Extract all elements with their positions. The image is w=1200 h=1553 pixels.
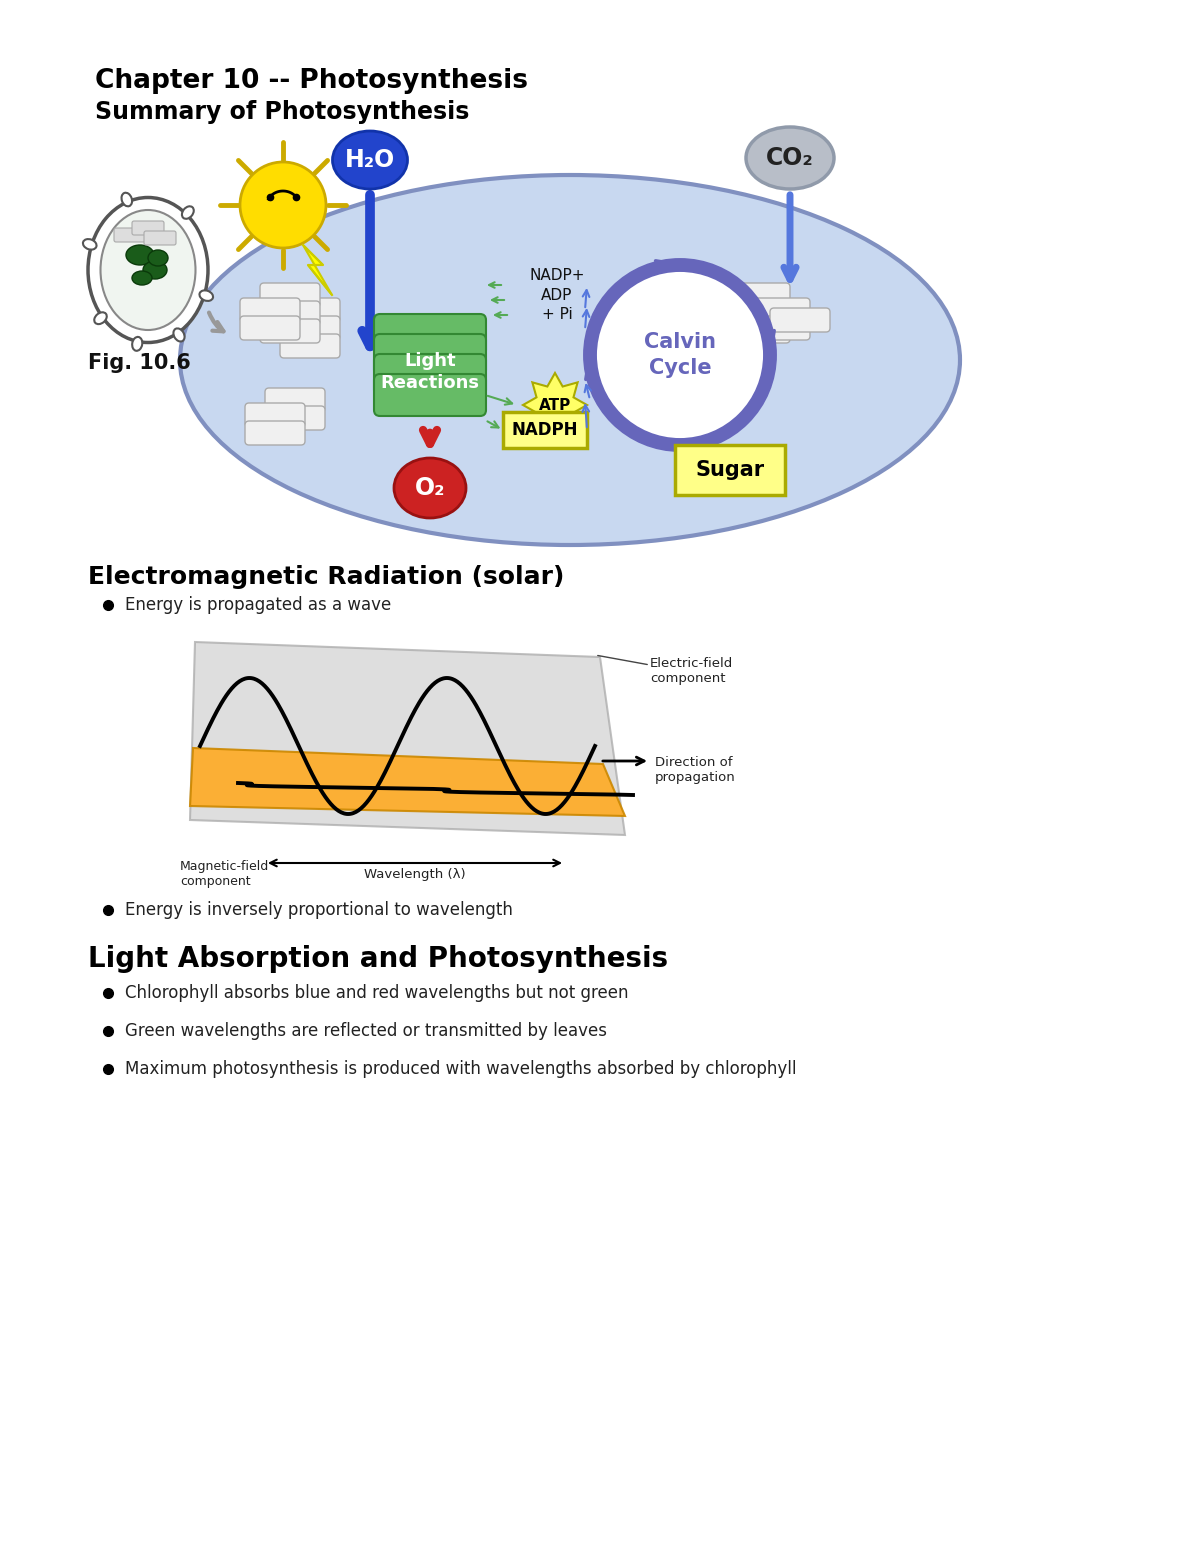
Text: Energy is propagated as a wave: Energy is propagated as a wave [125, 596, 391, 613]
FancyBboxPatch shape [503, 412, 587, 447]
Text: Direction of
propagation: Direction of propagation [655, 756, 736, 784]
FancyBboxPatch shape [374, 374, 486, 416]
Text: NADP+
ADP
+ Pi: NADP+ ADP + Pi [529, 267, 584, 323]
Ellipse shape [132, 272, 152, 286]
FancyBboxPatch shape [770, 307, 830, 332]
FancyBboxPatch shape [245, 402, 305, 427]
FancyBboxPatch shape [260, 318, 320, 343]
Text: NADPH: NADPH [511, 421, 578, 439]
FancyBboxPatch shape [280, 298, 340, 321]
Circle shape [598, 273, 762, 436]
FancyBboxPatch shape [730, 283, 790, 307]
Text: Green wavelengths are reflected or transmitted by leaves: Green wavelengths are reflected or trans… [125, 1022, 607, 1041]
Text: Chapter 10 -- Photosynthesis: Chapter 10 -- Photosynthesis [95, 68, 528, 95]
Text: Sugar: Sugar [696, 460, 764, 480]
Ellipse shape [332, 130, 408, 189]
Ellipse shape [95, 312, 107, 325]
Text: Summary of Photosynthesis: Summary of Photosynthesis [95, 99, 469, 124]
Text: Light
Reactions: Light Reactions [380, 353, 480, 391]
Ellipse shape [132, 337, 143, 351]
FancyBboxPatch shape [114, 228, 146, 242]
Text: ATP: ATP [539, 398, 571, 413]
Text: Fig. 10.6: Fig. 10.6 [88, 353, 191, 373]
FancyBboxPatch shape [144, 231, 176, 245]
Ellipse shape [199, 290, 214, 301]
FancyBboxPatch shape [265, 405, 325, 430]
Ellipse shape [746, 127, 834, 189]
FancyBboxPatch shape [132, 221, 164, 235]
FancyBboxPatch shape [260, 283, 320, 307]
Text: Energy is inversely proportional to wavelength: Energy is inversely proportional to wave… [125, 901, 512, 919]
FancyBboxPatch shape [730, 318, 790, 343]
Ellipse shape [394, 458, 466, 519]
Ellipse shape [143, 261, 167, 280]
Ellipse shape [174, 328, 185, 342]
Polygon shape [190, 641, 625, 836]
Circle shape [590, 266, 770, 446]
FancyBboxPatch shape [245, 421, 305, 446]
Ellipse shape [83, 239, 96, 250]
FancyBboxPatch shape [280, 334, 340, 359]
Text: Wavelength (λ): Wavelength (λ) [364, 868, 466, 881]
FancyBboxPatch shape [240, 315, 300, 340]
Text: Chlorophyll absorbs blue and red wavelengths but not green: Chlorophyll absorbs blue and red wavelen… [125, 985, 629, 1002]
Ellipse shape [180, 175, 960, 545]
FancyBboxPatch shape [374, 354, 486, 396]
Ellipse shape [101, 210, 196, 329]
FancyBboxPatch shape [750, 315, 810, 340]
Ellipse shape [121, 193, 132, 207]
FancyBboxPatch shape [265, 388, 325, 412]
Ellipse shape [148, 250, 168, 266]
Text: O₂: O₂ [415, 477, 445, 500]
FancyBboxPatch shape [374, 314, 486, 356]
FancyBboxPatch shape [674, 446, 785, 495]
Text: CO₂: CO₂ [766, 146, 814, 169]
Text: Maximum photosynthesis is produced with wavelengths absorbed by chlorophyll: Maximum photosynthesis is produced with … [125, 1061, 797, 1078]
Text: Magnetic-field
component: Magnetic-field component [180, 860, 269, 888]
Ellipse shape [88, 197, 208, 343]
Text: H₂O: H₂O [344, 148, 395, 172]
Text: Electric-field
component: Electric-field component [650, 657, 733, 685]
FancyBboxPatch shape [280, 315, 340, 340]
FancyBboxPatch shape [240, 298, 300, 321]
Text: Electromagnetic Radiation (solar): Electromagnetic Radiation (solar) [88, 565, 564, 589]
Text: Calvin
Cycle: Calvin Cycle [644, 332, 716, 379]
FancyBboxPatch shape [750, 298, 810, 321]
Polygon shape [190, 749, 625, 815]
Ellipse shape [182, 207, 193, 219]
Polygon shape [302, 245, 332, 295]
FancyBboxPatch shape [260, 301, 320, 325]
Circle shape [240, 162, 326, 248]
Text: Light Absorption and Photosynthesis: Light Absorption and Photosynthesis [88, 944, 668, 974]
Polygon shape [523, 373, 587, 436]
Ellipse shape [126, 245, 154, 266]
FancyBboxPatch shape [730, 301, 790, 325]
FancyBboxPatch shape [374, 334, 486, 376]
